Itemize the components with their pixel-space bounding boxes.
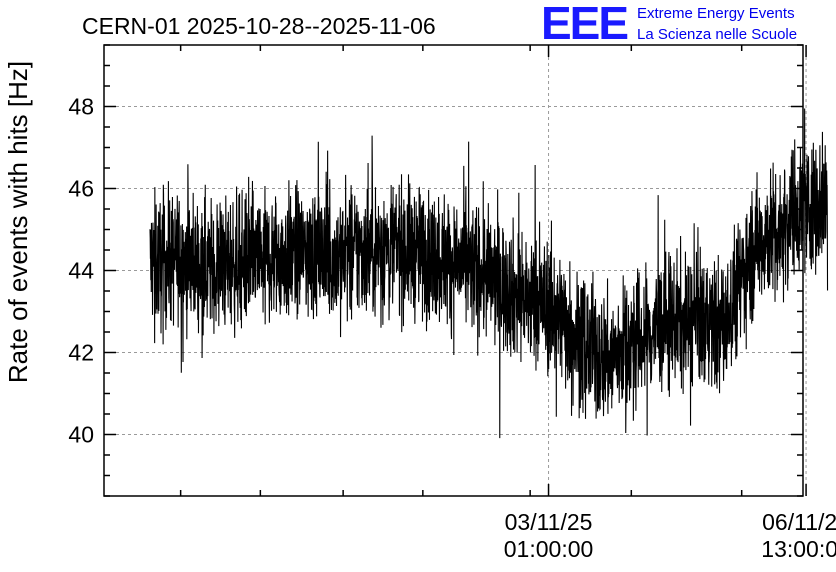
x-tick-label-date-0: 03/11/25 [505,509,593,535]
plot-frame [103,44,804,497]
y-tick-label-48: 48 [68,94,94,120]
x-tick-label-date-1: 06/11/25 [762,509,836,535]
axis-ticks [104,44,807,497]
y-axis-label: Rate of events with hits [Hz] [3,61,33,383]
y-tick-label-46: 46 [68,176,94,202]
x-tick-label-time-0: 01:00:00 [504,536,594,562]
series-line [149,108,829,439]
series-rate [149,108,829,439]
logo-line-2: La Scienza nelle Scuole [637,26,797,43]
y-tick-label-44: 44 [68,258,94,284]
logo-line-1: Extreme Energy Events [637,5,795,22]
x-tick-label-time-1: 13:00:00 [761,536,836,562]
logo-mark: EEE [541,0,627,49]
y-tick-label-42: 42 [68,340,94,366]
chart-title: CERN-01 2025-10-28--2025-11-06 [82,13,436,39]
eee-logo: EEE Extreme Energy Events La Scienza nel… [541,0,797,49]
y-tick-label-40: 40 [68,422,94,448]
